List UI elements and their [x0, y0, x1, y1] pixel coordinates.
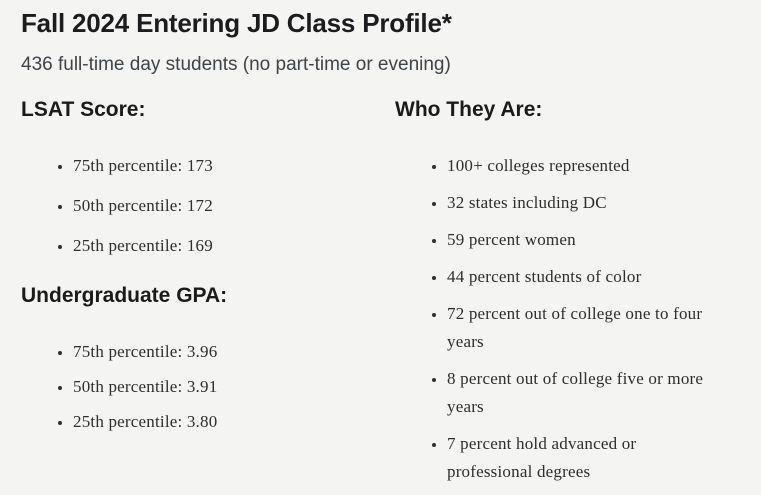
- left-column: LSAT Score: 75th percentile: 173 50th pe…: [21, 97, 395, 495]
- lsat-25th-percentile: 25th percentile: 169: [73, 232, 395, 260]
- gpa-list: 75th percentile: 3.96 50th percentile: 3…: [21, 338, 395, 436]
- out-of-college-five-or-more-item: 8 percent out of college five or more ye…: [447, 365, 745, 421]
- right-column: Who They Are: 100+ colleges represented …: [395, 97, 745, 495]
- colleges-represented-item: 100+ colleges represented: [447, 152, 745, 180]
- page-title: Fall 2024 Entering JD Class Profile*: [21, 8, 452, 38]
- lsat-list: 75th percentile: 173 50th percentile: 17…: [21, 152, 395, 260]
- out-of-college-one-to-four-item: 72 percent out of college one to four ye…: [447, 300, 745, 356]
- states-item: 32 states including DC: [447, 189, 745, 217]
- page-subtitle: 436 full-time day students (no part-time…: [21, 54, 451, 75]
- gpa-25th-percentile: 25th percentile: 3.80: [73, 408, 395, 436]
- lsat-section-heading: LSAT Score:: [21, 98, 146, 121]
- gpa-75th-percentile: 75th percentile: 3.96: [73, 338, 395, 366]
- percent-women-item: 59 percent women: [447, 226, 745, 254]
- gpa-section-heading: Undergraduate GPA:: [21, 284, 228, 307]
- lsat-50th-percentile: 50th percentile: 172: [73, 192, 395, 220]
- advanced-degrees-item: 7 percent hold advanced or professional …: [447, 430, 745, 486]
- gpa-50th-percentile: 50th percentile: 3.91: [73, 373, 395, 401]
- content-columns: LSAT Score: 75th percentile: 173 50th pe…: [21, 97, 745, 495]
- who-they-are-list: 100+ colleges represented 32 states incl…: [395, 152, 745, 486]
- lsat-75th-percentile: 75th percentile: 173: [73, 152, 395, 180]
- who-they-are-heading: Who They Are:: [395, 98, 543, 121]
- students-of-color-item: 44 percent students of color: [447, 263, 745, 291]
